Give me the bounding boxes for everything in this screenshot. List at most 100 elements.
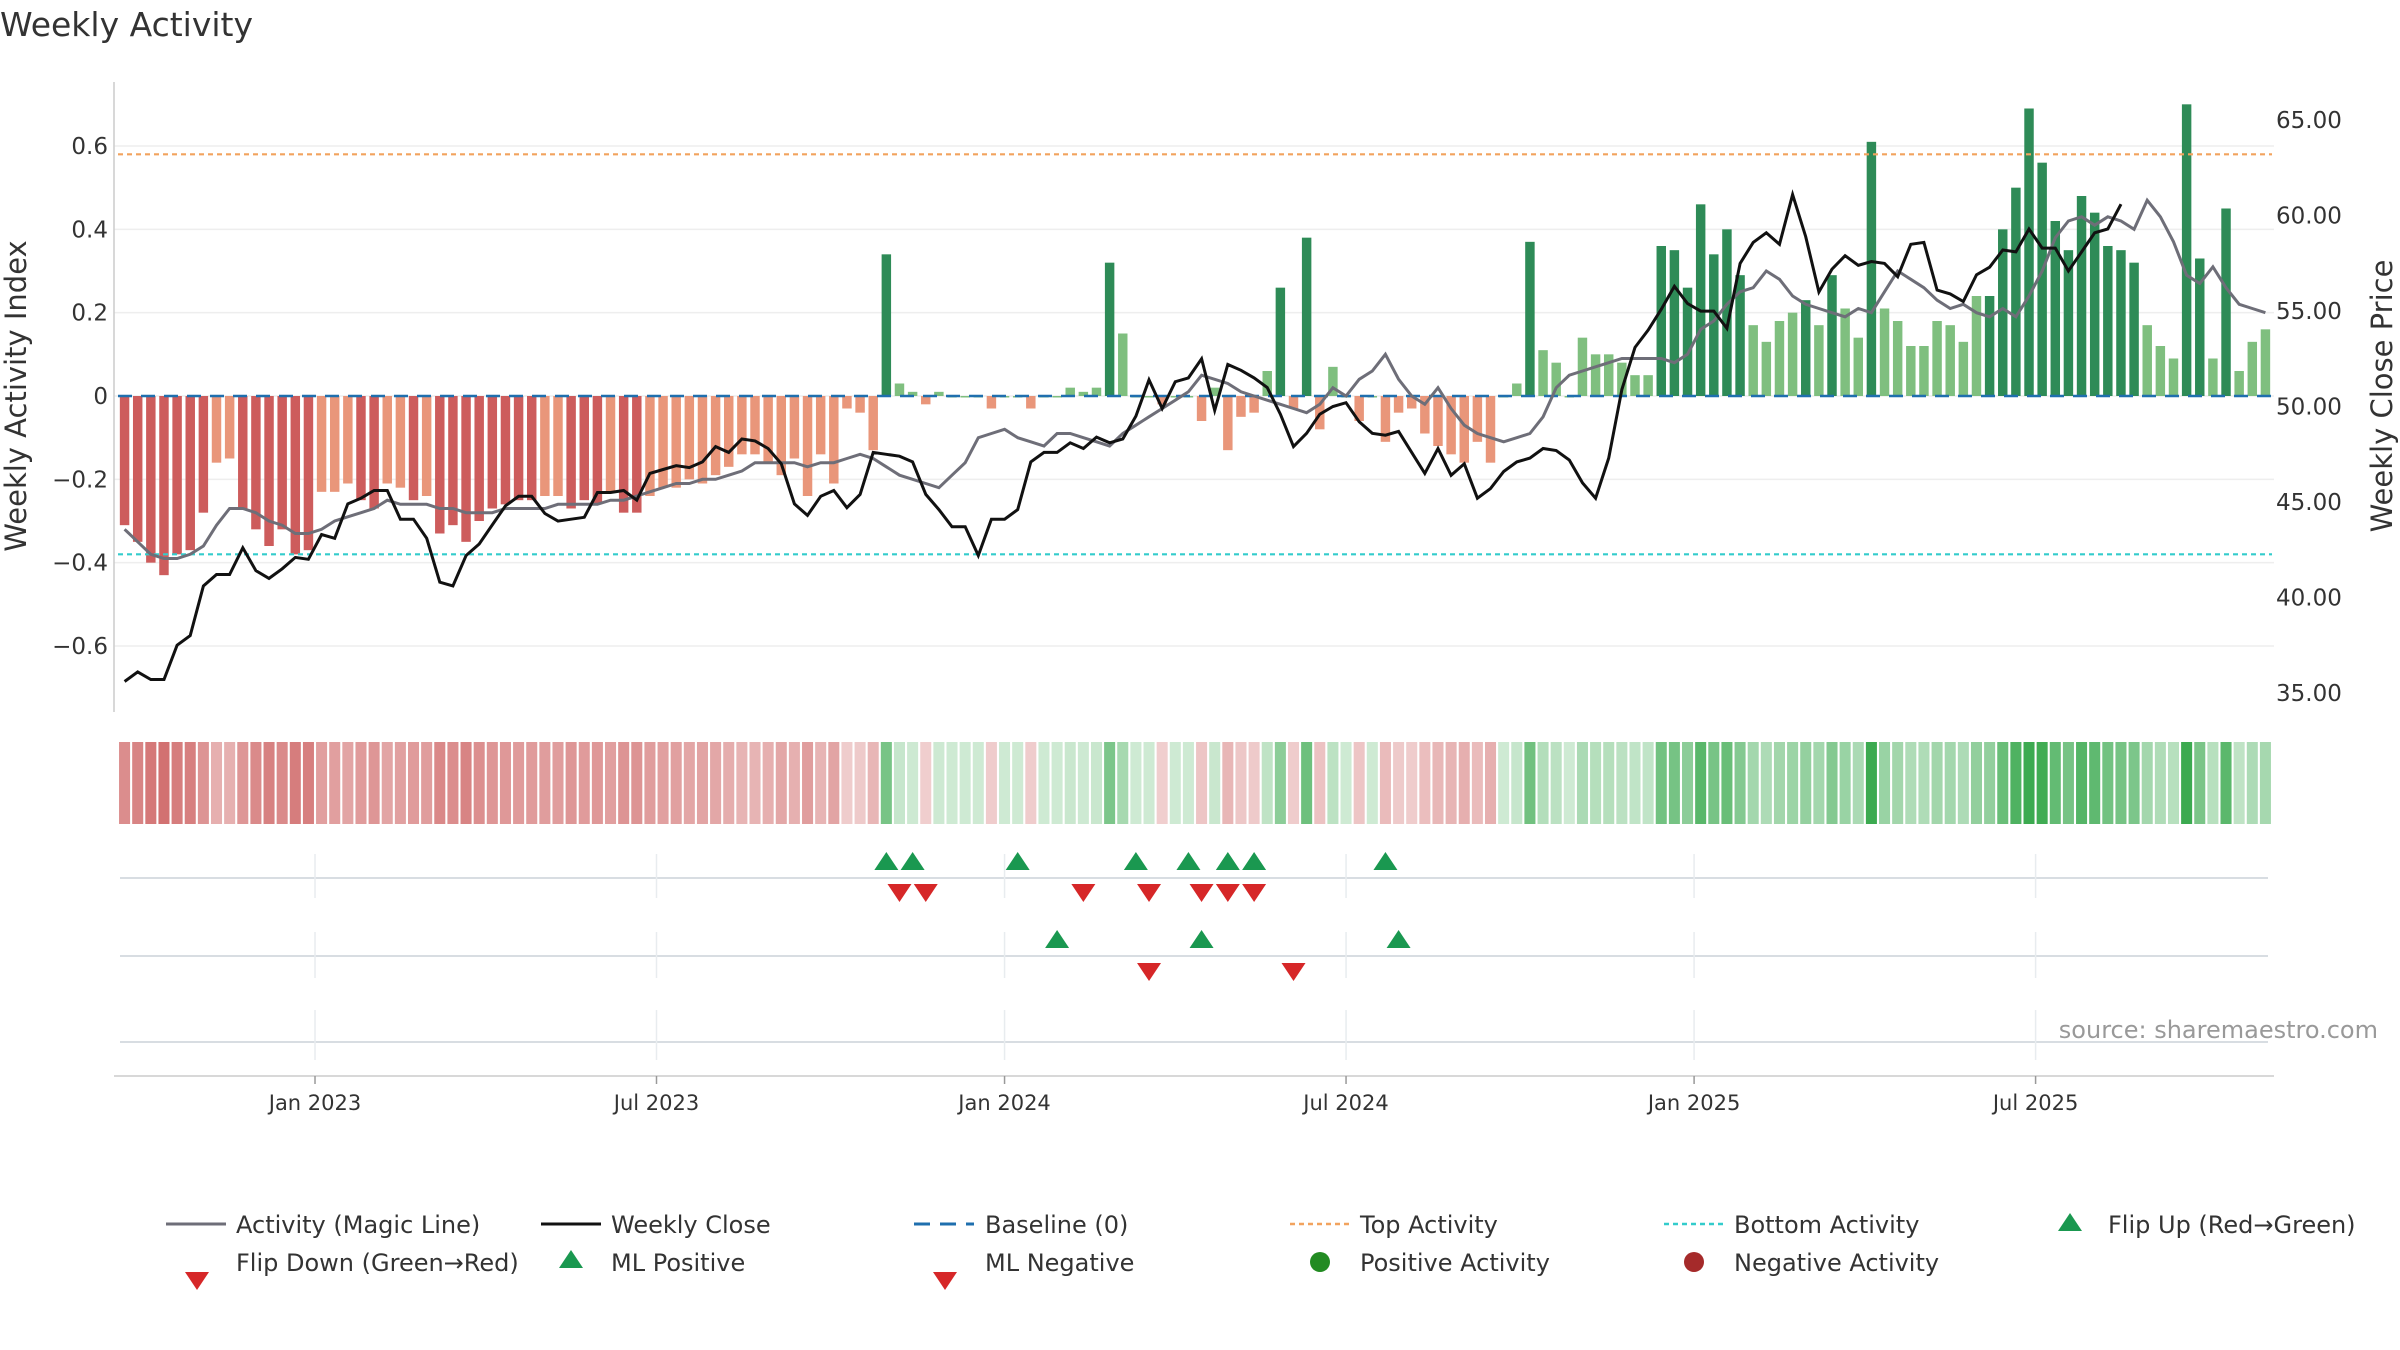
activity-bar <box>1380 396 1391 442</box>
flip-up-marker <box>1242 852 1267 870</box>
activity-bar <box>1958 341 1969 396</box>
flip-down-marker <box>1242 884 1267 902</box>
right-axis-ticks: 65.00 60.00 55.00 50.00 45.00 40.00 35.00 <box>2276 108 2342 707</box>
ml-positive-marker <box>1045 930 1070 948</box>
activity-bar <box>697 396 708 484</box>
legend-ml-negative-icon <box>933 1272 957 1290</box>
strip-cell <box>1918 742 1930 824</box>
strip-cell <box>1642 742 1654 824</box>
strip-cell <box>670 742 682 824</box>
strip-cell <box>2220 742 2232 824</box>
strip-cell <box>657 742 669 824</box>
activity-bar <box>382 396 392 484</box>
strip-cell <box>210 742 223 824</box>
activity-bar <box>881 254 892 396</box>
strip-cell <box>2154 742 2166 824</box>
magic-line <box>123 197 2266 560</box>
strip-cell <box>893 742 905 824</box>
strip-cell <box>880 742 892 824</box>
strip-cell <box>2128 742 2140 824</box>
strip-cell <box>1550 742 1562 824</box>
activity-bar <box>2089 212 2100 396</box>
activity-bar <box>1827 275 1837 396</box>
strip-cell <box>1682 742 1694 824</box>
strip-cell <box>1353 742 1365 824</box>
strip-cell <box>447 742 459 824</box>
strip-cell <box>132 742 144 824</box>
activity-bar <box>329 396 340 492</box>
activity-bar <box>566 396 576 509</box>
activity-bar <box>789 396 800 459</box>
right-tick-label: 55.00 <box>2276 299 2342 325</box>
strip-cell <box>499 742 511 824</box>
strip-cell <box>815 742 827 824</box>
strip-cell <box>1038 742 1050 824</box>
activity-bar <box>1236 396 1246 417</box>
strip-cell <box>2233 742 2245 824</box>
left-tick-label: 0.4 <box>71 217 108 243</box>
strip-cell <box>2102 742 2114 824</box>
activity-bar <box>500 396 511 505</box>
strip-cell <box>1655 742 1667 824</box>
x-axis-ticks: Jan 2023 Jul 2023 Jan 2024 Jul 2024 Jan 2025… <box>267 1076 2078 1115</box>
activity-bar <box>645 396 655 497</box>
activity-bar <box>960 396 970 398</box>
strip-cell <box>460 742 472 824</box>
strip-cell <box>1957 742 1969 824</box>
strip-cell <box>1366 742 1378 824</box>
strip-cell <box>2207 742 2219 824</box>
activity-bar <box>1288 396 1299 409</box>
strip-cell <box>1879 742 1891 824</box>
strip-cell <box>1077 742 1089 824</box>
strip-cell <box>408 742 420 824</box>
strip-cell <box>2062 742 2074 824</box>
strip-cell <box>158 742 170 824</box>
activity-bar <box>605 396 616 492</box>
strip-cell <box>749 742 761 824</box>
activity-bar <box>1603 354 1614 396</box>
strip-cell <box>552 742 564 824</box>
strip-cell <box>1458 742 1470 824</box>
activity-bar <box>815 396 826 455</box>
strip-cell <box>2141 742 2153 824</box>
activity-bar <box>1879 308 1890 396</box>
strip-cell <box>1235 742 1247 824</box>
right-tick-label: 40.00 <box>2276 585 2342 611</box>
strip-cell <box>802 742 814 824</box>
strip-cell <box>972 742 984 824</box>
strip-cell <box>1826 742 1838 824</box>
strip-cell <box>539 742 551 824</box>
flip-up-marker <box>1215 852 1240 870</box>
activity-bar <box>264 396 274 547</box>
ml-positive-marker <box>1386 930 1411 948</box>
activity-bar <box>1906 345 1916 396</box>
chart-title: Weekly Activity <box>0 5 253 44</box>
strip-cell <box>1051 742 1063 824</box>
strip-cell <box>526 742 538 824</box>
x-tick-label: Jan 2025 <box>1646 1091 1741 1115</box>
legend-flip-down: Flip Down (Green→Red) <box>236 1249 519 1277</box>
strip-cell <box>2194 742 2206 824</box>
strip-cell <box>736 742 748 824</box>
activity-bar <box>1078 391 1089 396</box>
activity-bar <box>1866 141 1877 396</box>
activity-bar <box>1026 396 1036 409</box>
strip-cell <box>907 742 919 824</box>
activity-bar <box>750 396 760 455</box>
activity-bar <box>1722 229 1732 396</box>
strip-cell <box>2167 742 2180 824</box>
activity-bar <box>316 396 327 492</box>
activity-bar <box>1853 337 1864 396</box>
activity-bar <box>395 396 406 488</box>
strip-cell <box>1261 742 1273 824</box>
activity-bar <box>2076 195 2087 396</box>
right-tick-label: 45.00 <box>2276 490 2342 516</box>
strip-cell <box>1537 742 1549 824</box>
strip-cell <box>605 742 617 824</box>
strip-cell <box>1406 742 1418 824</box>
strip-cell <box>2115 742 2127 824</box>
strip-cell <box>276 742 288 824</box>
strip-cell <box>1852 742 1864 824</box>
strip-cell <box>237 742 249 824</box>
